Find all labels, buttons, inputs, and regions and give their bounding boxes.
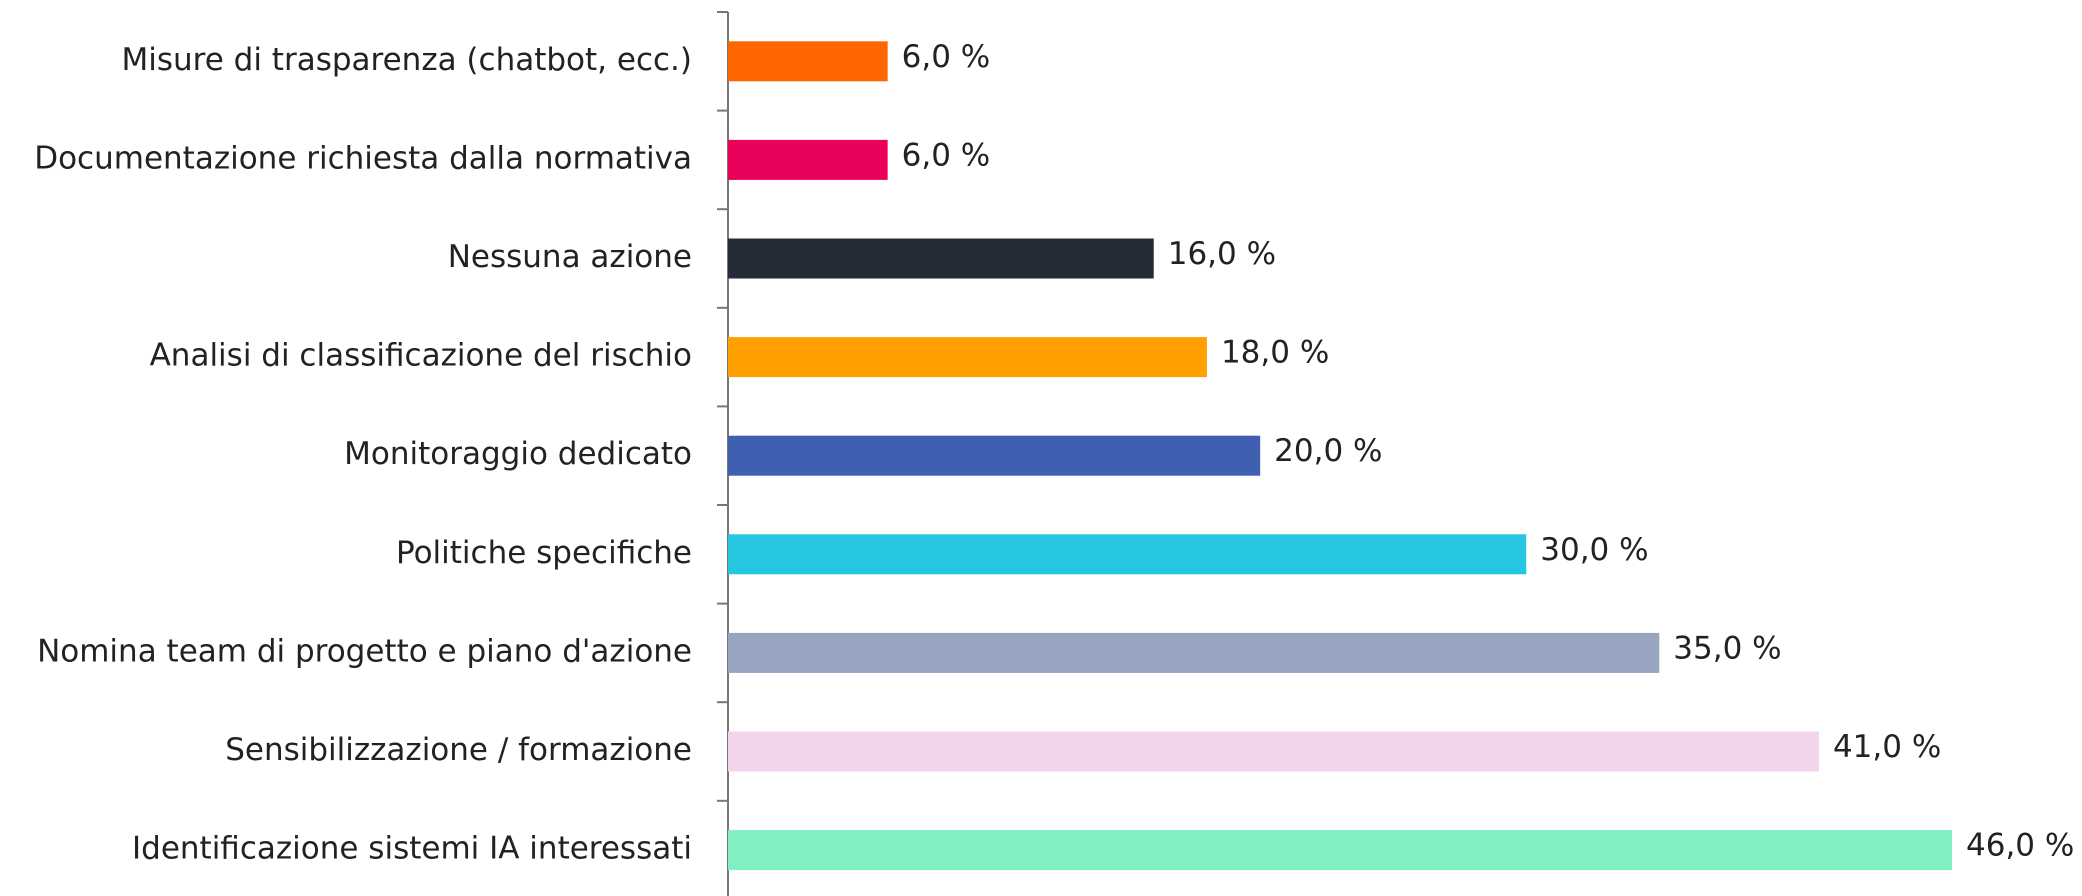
value-label: 41,0 % bbox=[1833, 729, 1941, 765]
category-label: Identificazione sistemi IA interessati bbox=[132, 831, 692, 867]
value-label: 35,0 % bbox=[1673, 630, 1781, 666]
bar bbox=[728, 830, 1952, 871]
bar bbox=[728, 731, 1819, 772]
bar bbox=[728, 534, 1527, 575]
category-label: Nessuna azione bbox=[448, 239, 692, 275]
category-label: Sensibilizzazione / formazione bbox=[225, 732, 692, 768]
bar bbox=[728, 139, 888, 180]
category-label: Documentazione richiesta dalla normativa bbox=[34, 140, 692, 176]
bar bbox=[728, 238, 1154, 279]
bar bbox=[728, 632, 1660, 673]
category-label: Misure di trasparenza (chatbot, ecc.) bbox=[122, 42, 692, 78]
category-label: Politiche specifiche bbox=[396, 535, 692, 571]
value-label: 16,0 % bbox=[1168, 236, 1276, 272]
bar bbox=[728, 337, 1207, 378]
bar bbox=[728, 435, 1261, 476]
bar bbox=[728, 41, 888, 82]
category-label: Monitoraggio dedicato bbox=[344, 436, 692, 472]
category-label: Nomina team di progetto e piano d'azione bbox=[37, 633, 692, 669]
value-label: 46,0 % bbox=[1966, 828, 2074, 864]
value-label: 30,0 % bbox=[1540, 532, 1648, 568]
value-label: 6,0 % bbox=[902, 39, 991, 75]
value-label: 18,0 % bbox=[1221, 335, 1329, 371]
category-label: Analisi di classificazione del rischio bbox=[150, 338, 692, 374]
value-label: 6,0 % bbox=[902, 137, 991, 173]
value-label: 20,0 % bbox=[1274, 433, 1382, 469]
